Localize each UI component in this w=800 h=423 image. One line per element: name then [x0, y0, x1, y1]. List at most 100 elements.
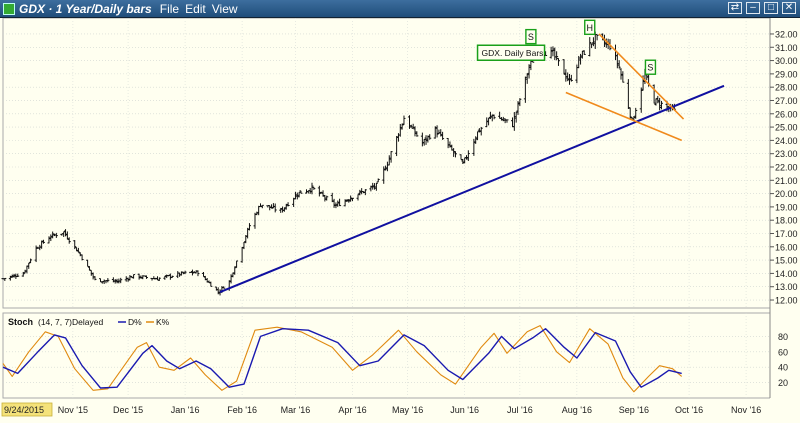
- price-bar: [582, 50, 586, 55]
- price-y-tick-label: 26.00: [775, 109, 798, 119]
- menu-edit[interactable]: Edit: [185, 1, 206, 16]
- price-bar: [411, 123, 415, 129]
- wedge-lower-line: [565, 91, 683, 142]
- price-y-tick-label: 12.00: [775, 296, 798, 306]
- price-bar: [499, 117, 503, 121]
- price-bar: [80, 254, 84, 261]
- window-titlebar: GDX · 1 Year/Daily bars File Edit View ⇄…: [0, 0, 800, 18]
- price-bar: [119, 277, 123, 284]
- price-bar: [549, 46, 553, 59]
- price-bar: [487, 117, 491, 126]
- price-bar: [527, 64, 531, 79]
- price-bar: [579, 53, 583, 65]
- price-bar: [62, 231, 66, 237]
- price-bar: [398, 123, 402, 137]
- price-bar: [615, 53, 619, 69]
- price-bar: [49, 234, 53, 242]
- x-tick-label: Apr '16: [338, 405, 366, 415]
- head-label-box: [584, 19, 596, 36]
- price-bar: [426, 135, 430, 143]
- price-bar: [477, 128, 481, 133]
- price-bar: [562, 59, 566, 75]
- x-tick-label: Jul '16: [507, 405, 533, 415]
- uptrend-support-line: [219, 84, 725, 293]
- price-bar: [338, 198, 342, 207]
- price-bar: [330, 192, 334, 203]
- price-bar: [356, 194, 360, 201]
- price-bar: [516, 101, 520, 115]
- app-logo-icon: [3, 2, 15, 15]
- stoch-params: (14, 7, 7): [38, 317, 72, 327]
- price-bar: [628, 107, 632, 120]
- price-y-tick-label: 19.00: [775, 202, 798, 212]
- price-y-tick-label: 31.00: [775, 43, 798, 53]
- price-bar: [260, 204, 264, 209]
- head-label: H: [586, 23, 593, 33]
- price-bar: [551, 46, 555, 57]
- price-bar: [113, 278, 117, 284]
- maximize-button[interactable]: □: [764, 2, 778, 14]
- stoch-y-tick-label: 80: [778, 332, 788, 342]
- price-y-tick-label: 28.00: [775, 83, 798, 93]
- close-button[interactable]: ✕: [782, 2, 796, 14]
- stoch-title: Stoch: [8, 317, 33, 327]
- price-bar: [474, 136, 478, 144]
- y-axis-strip: [770, 18, 800, 418]
- price-bar: [54, 232, 58, 238]
- price-y-tick-label: 18.00: [775, 216, 798, 226]
- price-bar: [189, 271, 193, 273]
- price-bar: [323, 194, 327, 202]
- price-y-tick-label: 21.00: [775, 176, 798, 186]
- price-bar: [347, 198, 351, 203]
- price-bar: [588, 37, 592, 57]
- menu-file[interactable]: File: [159, 1, 180, 16]
- wedge-upper-line: [598, 33, 685, 120]
- price-bar: [93, 276, 97, 281]
- stoch-y-tick-label: 40: [778, 363, 788, 373]
- price-bar: [569, 74, 573, 82]
- stoch-y-tick-label: 60: [778, 347, 788, 357]
- price-bar: [40, 240, 44, 249]
- price-bar: [273, 203, 277, 213]
- price-bar: [656, 95, 660, 104]
- price-panel: [2, 17, 771, 309]
- price-bar: [376, 178, 380, 183]
- price-bar: [639, 87, 643, 113]
- price-y-tick-label: 22.00: [775, 162, 798, 172]
- window-title: GDX · 1 Year/Daily bars: [19, 1, 152, 16]
- price-bar: [317, 185, 321, 197]
- price-bar: [10, 274, 14, 278]
- price-bar: [144, 275, 148, 279]
- price-bar: [476, 131, 480, 141]
- price-bar: [461, 158, 465, 164]
- price-bar: [465, 155, 469, 160]
- price-bar: [350, 197, 354, 202]
- price-bar: [325, 195, 329, 201]
- price-bar: [395, 135, 399, 157]
- x-tick-label: Mar '16: [281, 405, 311, 415]
- price-y-tick-label: 30.00: [775, 56, 798, 66]
- price-bar: [201, 272, 205, 277]
- price-bar: [86, 259, 90, 267]
- start-date-label: 9/24/2015: [4, 405, 44, 415]
- price-y-tick-label: 24.00: [775, 136, 798, 146]
- price-bar: [270, 204, 274, 209]
- price-bar: [349, 195, 353, 202]
- price-bar: [617, 60, 621, 69]
- price-bar: [41, 239, 45, 244]
- price-bar: [259, 203, 263, 208]
- price-bar: [591, 37, 595, 47]
- legend-d-label: D%: [128, 317, 142, 327]
- price-bar: [466, 150, 470, 162]
- menu-view[interactable]: View: [211, 1, 238, 16]
- minimize-button[interactable]: –: [746, 2, 760, 14]
- price-bar: [47, 236, 51, 244]
- left-shoulder-label: S: [528, 32, 534, 42]
- price-bar: [626, 79, 630, 110]
- price-bar: [310, 182, 314, 195]
- left-shoulder-label-box: [525, 28, 537, 45]
- price-bar: [441, 131, 445, 140]
- price-bar: [619, 68, 623, 80]
- link-icon[interactable]: ⇄: [728, 2, 742, 14]
- price-bar: [132, 274, 136, 279]
